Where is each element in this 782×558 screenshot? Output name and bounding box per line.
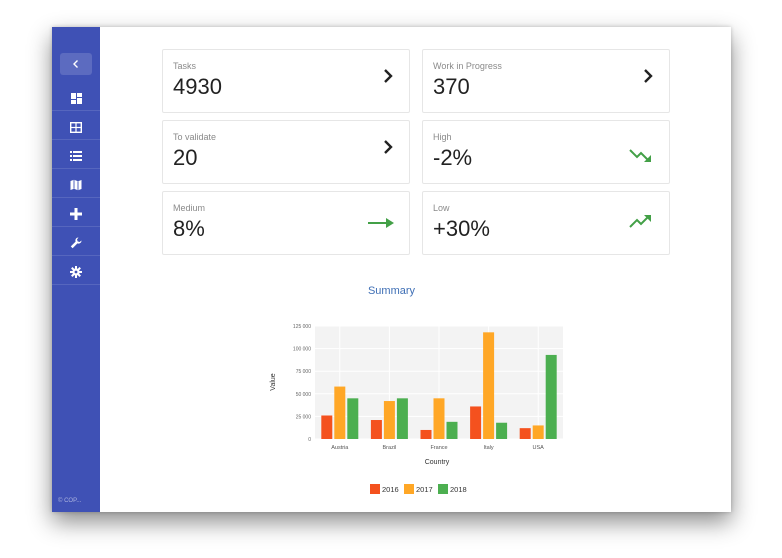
legend-label: 2016 bbox=[382, 485, 399, 494]
card-tasks[interactable]: Tasks 4930 bbox=[162, 49, 410, 113]
bar-2018-italy bbox=[496, 422, 508, 439]
bar-2016-usa bbox=[519, 428, 531, 439]
legend-label: 2017 bbox=[416, 485, 433, 494]
legend-swatch bbox=[370, 484, 380, 494]
y-tick-label: 75 000 bbox=[296, 369, 312, 375]
card-value: 20 bbox=[173, 145, 198, 170]
bar-2017-austria bbox=[334, 386, 346, 439]
bar-2017-brazil bbox=[383, 401, 395, 439]
trending-down-icon bbox=[629, 149, 651, 162]
bar-2016-brazil bbox=[370, 420, 382, 439]
bar-2018-usa bbox=[545, 354, 557, 439]
gear-icon bbox=[70, 266, 82, 278]
chevron-right-icon[interactable] bbox=[381, 139, 395, 155]
legend-label: 2018 bbox=[450, 485, 467, 494]
bar-2017-italy bbox=[483, 332, 495, 439]
sidebar-item-table[interactable] bbox=[52, 115, 100, 140]
card-label: High bbox=[433, 132, 452, 142]
card-medium[interactable]: Medium 8% bbox=[162, 191, 410, 255]
bar-2018-austria bbox=[347, 398, 359, 439]
chevron-right-icon[interactable] bbox=[641, 68, 655, 84]
sidebar-footer: © COP... bbox=[58, 498, 82, 504]
bar-2017-france bbox=[433, 398, 445, 439]
chevron-left-icon bbox=[73, 60, 78, 68]
card-value: 8% bbox=[173, 216, 205, 241]
app-window: © COP... Tasks 4930 Work in Progress 370… bbox=[52, 27, 731, 512]
card-label: To validate bbox=[173, 132, 217, 142]
sidebar: © COP... bbox=[52, 27, 100, 512]
x-tick-label: Austria bbox=[331, 445, 349, 451]
sidebar-item-settings[interactable] bbox=[52, 260, 100, 285]
sidebar-item-add[interactable] bbox=[52, 202, 100, 227]
bar-2018-france bbox=[446, 421, 458, 439]
list-icon bbox=[70, 151, 82, 161]
plot-area bbox=[315, 326, 563, 439]
card-label: Medium bbox=[173, 203, 206, 213]
card-value: 370 bbox=[433, 74, 470, 99]
trending-flat-icon bbox=[368, 218, 394, 228]
table-icon bbox=[70, 121, 82, 133]
sidebar-item-list[interactable] bbox=[52, 144, 100, 169]
y-tick-label: 0 bbox=[308, 437, 311, 443]
card-value: 4930 bbox=[173, 74, 222, 99]
x-tick-label: Brazil bbox=[383, 445, 397, 451]
card-to-validate[interactable]: To validate 20 bbox=[162, 120, 410, 184]
collapse-sidebar-button[interactable] bbox=[60, 53, 92, 75]
sidebar-item-dashboard[interactable] bbox=[52, 86, 100, 111]
bar-2016-france bbox=[420, 429, 432, 439]
chevron-right-icon[interactable] bbox=[381, 68, 395, 84]
x-axis-label: Country bbox=[425, 459, 450, 466]
y-tick-label: 25 000 bbox=[296, 414, 312, 420]
plus-icon bbox=[70, 208, 82, 220]
y-axis-label: Value bbox=[270, 373, 277, 390]
card-label: Work in Progress bbox=[433, 61, 502, 71]
bar-2016-italy bbox=[470, 406, 482, 439]
dashboard-icon bbox=[70, 92, 82, 104]
summary-title: Summary bbox=[367, 285, 416, 297]
card-work-in-progress[interactable]: Work in Progress 370 bbox=[422, 49, 670, 113]
bar-2017-usa bbox=[532, 425, 544, 439]
card-label: Tasks bbox=[173, 61, 197, 71]
card-high[interactable]: High -2% bbox=[422, 120, 670, 184]
card-low[interactable]: Low +30% bbox=[422, 191, 670, 255]
wrench-icon bbox=[70, 237, 82, 249]
card-value: +30% bbox=[433, 216, 490, 241]
card-label: Low bbox=[433, 203, 450, 213]
x-tick-label: USA bbox=[533, 445, 545, 451]
sidebar-item-tools[interactable] bbox=[52, 231, 100, 256]
card-value: -2% bbox=[433, 145, 473, 170]
map-icon bbox=[70, 179, 82, 191]
y-tick-label: 50 000 bbox=[296, 392, 312, 398]
y-tick-label: 100 000 bbox=[293, 347, 311, 353]
legend-swatch bbox=[438, 484, 448, 494]
bar-2016-austria bbox=[321, 415, 333, 439]
bar-2018-brazil bbox=[396, 398, 408, 439]
y-tick-label: 125 000 bbox=[293, 324, 311, 330]
trending-up-icon bbox=[629, 215, 651, 228]
x-tick-label: Italy bbox=[484, 445, 494, 451]
x-tick-label: France bbox=[430, 445, 447, 451]
sidebar-item-map[interactable] bbox=[52, 173, 100, 198]
legend-swatch bbox=[404, 484, 414, 494]
